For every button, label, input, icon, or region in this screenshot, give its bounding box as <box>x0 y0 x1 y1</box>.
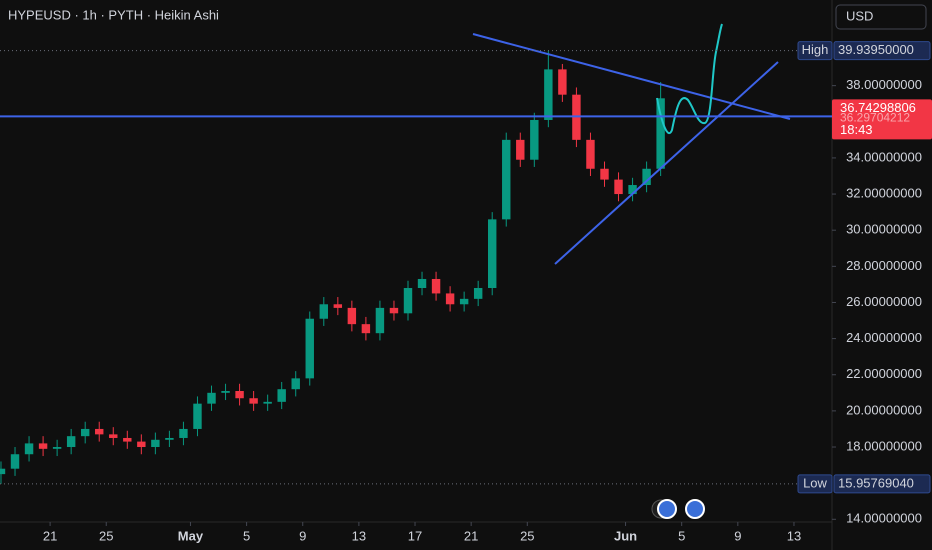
candle-body <box>614 179 623 195</box>
event-icons <box>651 499 705 519</box>
candle-body <box>600 168 609 180</box>
y-tick-label: 38.00000000 <box>846 77 922 92</box>
y-tick-label: 32.00000000 <box>846 185 922 200</box>
x-tick-label: 21 <box>464 528 478 543</box>
candle-body <box>95 428 104 435</box>
currency-label[interactable]: USD <box>846 8 873 23</box>
candle-body <box>473 288 483 299</box>
chart-title: HYPEUSD · 1h · PYTH · Heikin Ashi <box>8 7 219 22</box>
candle-body <box>277 389 286 402</box>
candle-body <box>558 69 567 95</box>
price-tag-label: High <box>802 42 829 57</box>
candle-body <box>151 439 160 448</box>
x-tick-label: Jun <box>614 528 637 543</box>
candle-body <box>24 443 34 455</box>
x-tick-label: 13 <box>352 528 366 543</box>
price-value-label: 15.95769040 <box>838 475 914 490</box>
candle-body <box>109 434 118 438</box>
candle-body <box>221 391 230 393</box>
price-tag-label: Low <box>803 475 827 490</box>
y-tick-label: 20.00000000 <box>846 402 922 417</box>
candle-body <box>502 139 511 220</box>
candle-body <box>207 392 216 404</box>
event-icon <box>685 499 705 519</box>
price-value-bg <box>833 474 931 494</box>
candle-body <box>10 454 20 469</box>
candle-body <box>165 437 174 440</box>
price-tag-bg <box>797 41 833 61</box>
candle-body <box>459 298 469 305</box>
x-tick-label: 9 <box>734 528 741 543</box>
candle-body <box>403 288 413 314</box>
candle-body <box>544 69 553 120</box>
lower-trendline <box>554 61 779 265</box>
candle-body <box>137 441 146 448</box>
marks <box>0 50 665 484</box>
candle-body <box>66 436 76 448</box>
x-tick-label: 5 <box>678 528 685 543</box>
candle-body <box>431 278 441 294</box>
countdown-label: 18:43 <box>840 122 873 137</box>
event-icon <box>657 499 677 519</box>
price-tag-bg <box>797 474 833 494</box>
y-tick-label: 26.00000000 <box>846 294 922 309</box>
y-tick-label: 18.00000000 <box>846 438 922 453</box>
candle-body <box>516 139 525 160</box>
candle-body <box>263 401 272 404</box>
candle-body <box>530 119 539 160</box>
x-tick-label: May <box>178 528 204 543</box>
candle-body <box>235 391 244 399</box>
y-tick-label: 34.00000000 <box>846 149 922 164</box>
candle-body <box>361 324 371 334</box>
candle-body <box>389 307 399 314</box>
candle-body <box>488 219 497 289</box>
candle-body <box>249 398 258 404</box>
x-tick-label: 5 <box>243 528 250 543</box>
candle-body <box>193 403 202 429</box>
candle-body <box>52 447 62 449</box>
y-tick-label: 30.00000000 <box>846 222 922 237</box>
price-value-label: 39.93950000 <box>838 42 914 57</box>
x-tick-label: 13 <box>787 528 801 543</box>
upper-trendline <box>472 33 791 120</box>
last-price-label: 36.74298806 <box>840 100 916 115</box>
candle-body <box>179 428 188 438</box>
y-tick-label: 24.00000000 <box>846 330 922 345</box>
x-tick-label: 25 <box>99 528 113 543</box>
x-tick-label: 9 <box>299 528 306 543</box>
currency-button[interactable] <box>835 4 927 30</box>
candle-body <box>123 437 132 442</box>
candle-body <box>0 468 6 475</box>
x-tick-label: 25 <box>520 528 534 543</box>
candle-body <box>586 139 595 169</box>
horizontal-line-label: 36.29704212 <box>840 111 910 125</box>
candle-body <box>417 278 427 289</box>
candle-body <box>291 378 300 390</box>
candle-body <box>642 168 651 186</box>
y-tick-label: 22.00000000 <box>846 366 922 381</box>
candle-body <box>333 304 343 308</box>
last-price-bg <box>832 99 932 140</box>
x-tick-label: 17 <box>408 528 422 543</box>
candle-body <box>628 185 637 195</box>
y-tick-label: 14.00000000 <box>846 511 922 526</box>
candle-body <box>347 307 357 325</box>
candle-body <box>38 443 48 449</box>
price-value-bg <box>833 41 931 61</box>
candle-body <box>80 428 90 437</box>
candle-body <box>319 304 328 319</box>
y-tick-label: 28.00000000 <box>846 258 922 273</box>
x-tick-label: 21 <box>43 528 57 543</box>
candle-body <box>305 318 314 379</box>
candle-body <box>656 98 665 169</box>
candle-body <box>375 307 385 334</box>
candle-body <box>445 293 455 305</box>
